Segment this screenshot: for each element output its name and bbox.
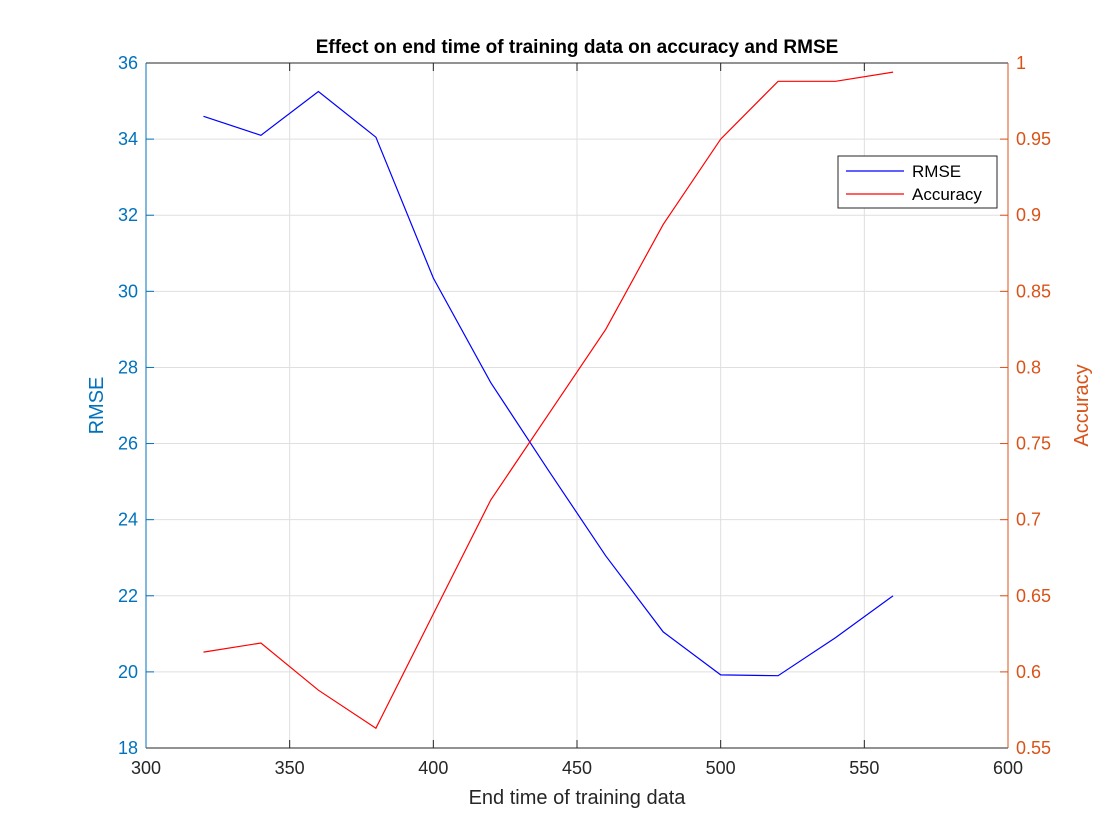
tick-labels: 300 350 400 450 500 550 600 18 20 22 24 26 28 30 32 34 3… (118, 53, 1051, 778)
left-y-tick-label: 28 (118, 357, 138, 377)
series-line-accuracy (203, 71, 894, 730)
right-y-tick-label: 0.75 (1016, 434, 1051, 454)
x-tick-label: 600 (993, 758, 1023, 778)
legend: RMSE Accuracy (837, 155, 998, 209)
axes (145, 62, 1009, 749)
x-tick-label: 450 (562, 758, 592, 778)
left-y-axis-label: RMSE (86, 377, 108, 435)
legend-entry-rmse: RMSE (912, 162, 961, 181)
series-lines (203, 71, 894, 730)
legend-entry-accuracy: Accuracy (912, 185, 982, 204)
left-y-tick-label: 34 (118, 129, 138, 149)
x-tick-label: 400 (418, 758, 448, 778)
right-y-tick-label: 0.8 (1016, 357, 1041, 377)
right-y-tick-label: 0.7 (1016, 510, 1041, 530)
right-y-tick-label: 0.9 (1016, 205, 1041, 225)
right-y-tick-label: 0.65 (1016, 586, 1051, 606)
right-y-tick-label: 0.95 (1016, 129, 1051, 149)
right-y-tick-label: 0.55 (1016, 738, 1051, 758)
right-y-tick-label: 0.6 (1016, 662, 1041, 682)
left-y-tick-label: 32 (118, 205, 138, 225)
left-y-tick-label: 22 (118, 586, 138, 606)
x-tick-label: 500 (706, 758, 736, 778)
x-tick-label: 350 (275, 758, 305, 778)
legend-box (837, 155, 998, 209)
right-y-axis-label: Accuracy (1071, 364, 1093, 446)
x-tick-label: 300 (131, 758, 161, 778)
left-y-tick-label: 18 (118, 738, 138, 758)
x-tick-label: 550 (849, 758, 879, 778)
chart-title: Effect on end time of training data on a… (316, 37, 839, 58)
series-line-rmse (203, 90, 894, 677)
right-y-tick-label: 1 (1016, 53, 1026, 73)
x-axis-label: End time of training data (469, 787, 687, 809)
left-y-tick-label: 24 (118, 510, 138, 530)
left-y-tick-label: 20 (118, 662, 138, 682)
left-y-tick-label: 36 (118, 53, 138, 73)
left-y-tick-label: 30 (118, 281, 138, 301)
right-y-tick-label: 0.85 (1016, 281, 1051, 301)
left-y-tick-label: 26 (118, 434, 138, 454)
